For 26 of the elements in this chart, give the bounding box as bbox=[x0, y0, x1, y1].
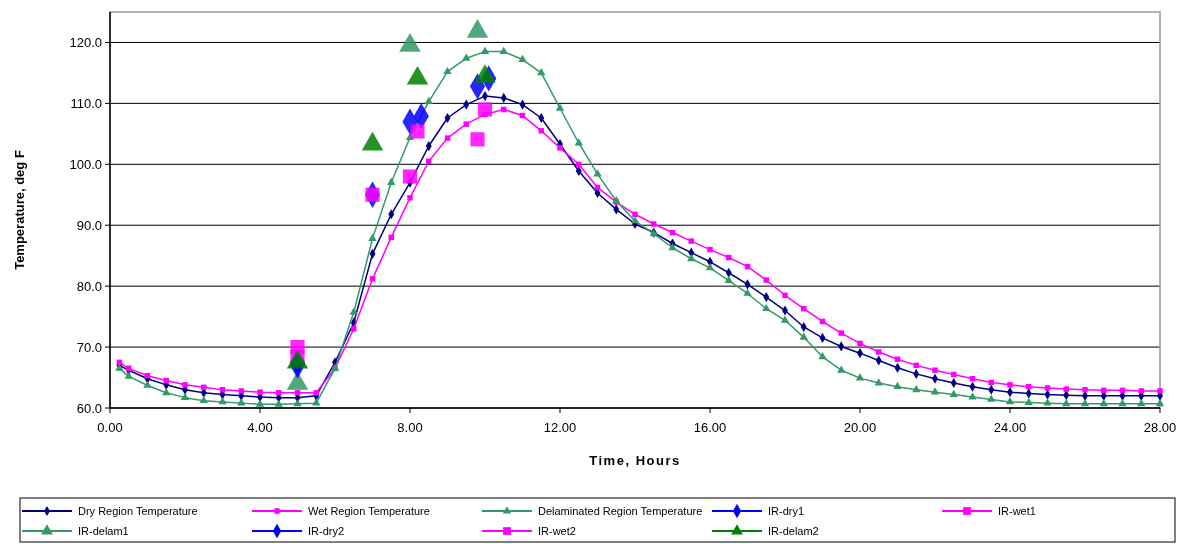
y-tick-label: 60.0 bbox=[76, 401, 102, 416]
x-axis-title: Time, Hours bbox=[589, 453, 681, 468]
legend-label: IR-dry1 bbox=[768, 505, 805, 517]
y-tick-label: 110.0 bbox=[70, 96, 102, 112]
y-axis-title: Temperature, deg F bbox=[12, 150, 27, 270]
x-tick-label: 24.00 bbox=[993, 420, 1027, 435]
legend-label: IR-delam2 bbox=[768, 525, 819, 537]
legend-label: IR-wet2 bbox=[538, 525, 576, 537]
legend-label: Delaminated Region Temperature bbox=[538, 505, 703, 517]
y-tick-label: 100.0 bbox=[69, 157, 102, 173]
y-tick-label: 120.0 bbox=[69, 35, 102, 51]
legend-label: IR-dry2 bbox=[308, 525, 345, 537]
y-tick-label: 80.0 bbox=[76, 279, 102, 295]
legend-label: Wet Region Temperature bbox=[308, 505, 430, 517]
x-tick-label: 12.00 bbox=[543, 420, 577, 435]
legend-label: Dry Region Temperature bbox=[78, 505, 198, 517]
legend-label: IR-delam1 bbox=[78, 525, 129, 537]
x-tick-label: 4.00 bbox=[247, 420, 273, 435]
x-tick-label: 20.00 bbox=[843, 420, 877, 435]
y-tick-label: 70.0 bbox=[76, 340, 102, 356]
x-tick-label: 8.00 bbox=[397, 420, 423, 435]
legend-label: IR-wet1 bbox=[998, 505, 1036, 517]
y-tick-label: 90.0 bbox=[76, 218, 102, 234]
x-tick-label: 16.00 bbox=[693, 420, 727, 435]
x-tick-label: 0.00 bbox=[97, 420, 123, 435]
x-tick-label: 28.00 bbox=[1143, 420, 1177, 435]
